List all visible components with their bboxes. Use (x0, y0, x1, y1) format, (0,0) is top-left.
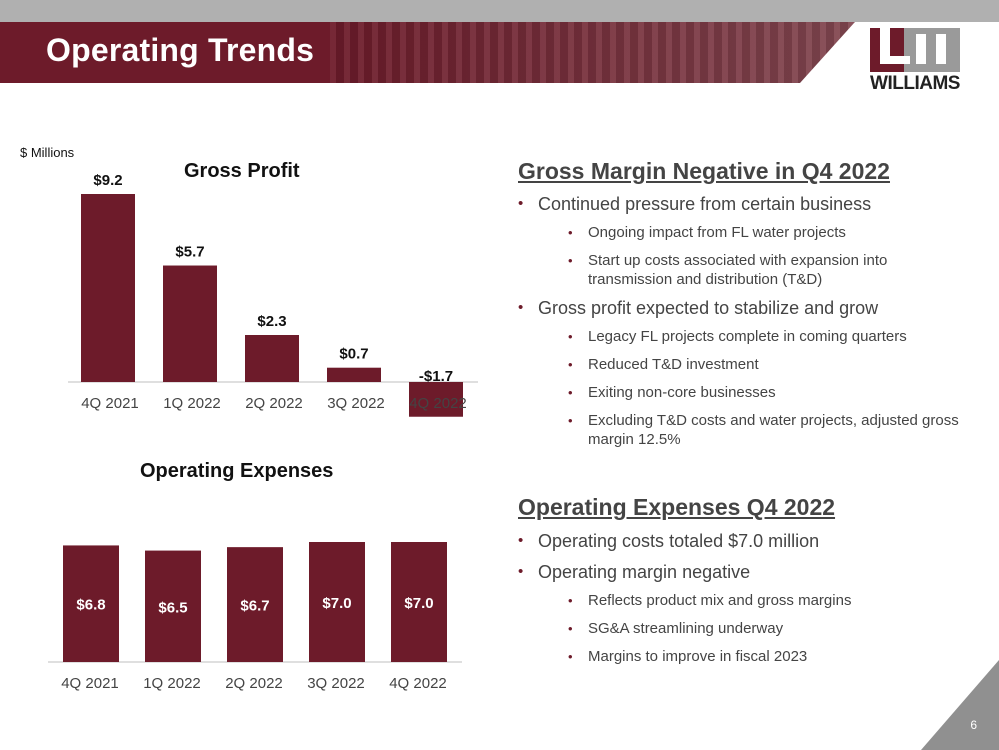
opex-tick-label: 4Q 2022 (389, 675, 447, 692)
slide-title: Operating Trends (46, 32, 315, 68)
opex-data-label: $7.0 (322, 595, 351, 612)
gross-profit-data-label: $2.3 (257, 313, 286, 330)
gross-margin-heading: Gross Margin Negative in Q4 2022 (518, 158, 890, 184)
bullet: Operating costs totaled $7.0 million (518, 530, 968, 552)
opex-tick-label: 3Q 2022 (307, 675, 365, 692)
bullet: Gross profit expected to stabilize and g… (518, 297, 968, 319)
williams-logo-mark (870, 28, 960, 72)
units-label: $ Millions (20, 145, 75, 160)
operating-expenses-chart-title: Operating Expenses (140, 460, 334, 482)
opex-data-label: $6.7 (240, 598, 269, 615)
gross-profit-tick-label: 1Q 2022 (163, 395, 221, 412)
bullet: Continued pressure from certain business (518, 193, 968, 215)
gross-margin-section: Gross Margin Negative in Q4 2022 Continu… (518, 158, 968, 449)
opex-bar (63, 545, 119, 662)
sub-bullet: SG&A streamlining underway (518, 619, 968, 638)
gross-profit-data-label: $9.2 (93, 172, 122, 189)
gross-profit-data-label: $0.7 (339, 346, 368, 363)
opex-tick-label: 4Q 2021 (61, 675, 119, 692)
sub-bullet: Reduced T&D investment (518, 355, 968, 374)
gross-profit-tick-label: 3Q 2022 (327, 395, 385, 412)
footer-corner (921, 660, 999, 750)
opex-tick-label: 2Q 2022 (225, 675, 283, 692)
operating-expenses-section: Operating Expenses Q4 2022 Operating cos… (518, 494, 968, 666)
gross-profit-tick-label: 2Q 2022 (245, 395, 303, 412)
opex-data-label: $6.8 (76, 597, 105, 614)
opex-data-label: $7.0 (404, 595, 433, 612)
opex-bar (145, 550, 201, 662)
bullet: Operating margin negative (518, 561, 968, 583)
gross-profit-bar (409, 382, 463, 417)
sub-bullet: Ongoing impact from FL water projects (518, 223, 968, 242)
sub-bullet: Start up costs associated with expansion… (518, 251, 968, 289)
operating-expenses-heading: Operating Expenses Q4 2022 (518, 494, 836, 520)
sub-bullet: Legacy FL projects complete in coming qu… (518, 327, 968, 346)
logo-wordmark: WILLIAMS (870, 73, 960, 94)
sub-bullet: Margins to improve in fiscal 2023 (518, 647, 968, 666)
gross-profit-tick-label: 4Q 2022 (409, 395, 467, 412)
opex-bar (309, 542, 365, 662)
opex-bar (227, 547, 283, 662)
gross-profit-bar (163, 265, 217, 382)
gross-profit-data-label: -$1.7 (419, 368, 453, 385)
sub-bullet: Reflects product mix and gross margins (518, 591, 968, 610)
gross-profit-tick-label: 4Q 2021 (81, 395, 139, 412)
williams-logo: WILLIAMS (870, 28, 960, 94)
opex-bar (391, 542, 447, 662)
sub-bullet: Excluding T&D costs and water projects, … (518, 411, 968, 449)
sub-bullet: Exiting non-core businesses (518, 383, 968, 402)
gross-profit-bar (327, 367, 381, 382)
gross-profit-bar (245, 335, 299, 382)
gross-profit-bar (81, 194, 135, 382)
gross-profit-chart: $9.2 4Q 2021 $5.7 1Q 2022 $2.3 2Q 2022 $0.7 3Q … (68, 172, 478, 417)
opex-data-label: $6.5 (158, 599, 187, 616)
operating-expenses-chart: $6.8 4Q 2021 $6.5 1Q 2022 $6.7 2Q 2022 $7.0 3Q … (48, 542, 462, 692)
opex-tick-label: 1Q 2022 (143, 675, 201, 692)
gross-profit-data-label: $5.7 (175, 244, 204, 261)
header-top-bar (0, 0, 999, 22)
banner-building-image (330, 22, 860, 83)
title-banner (0, 22, 999, 83)
gross-profit-chart-title: Gross Profit (184, 160, 300, 182)
page-number: 6 (970, 718, 977, 732)
